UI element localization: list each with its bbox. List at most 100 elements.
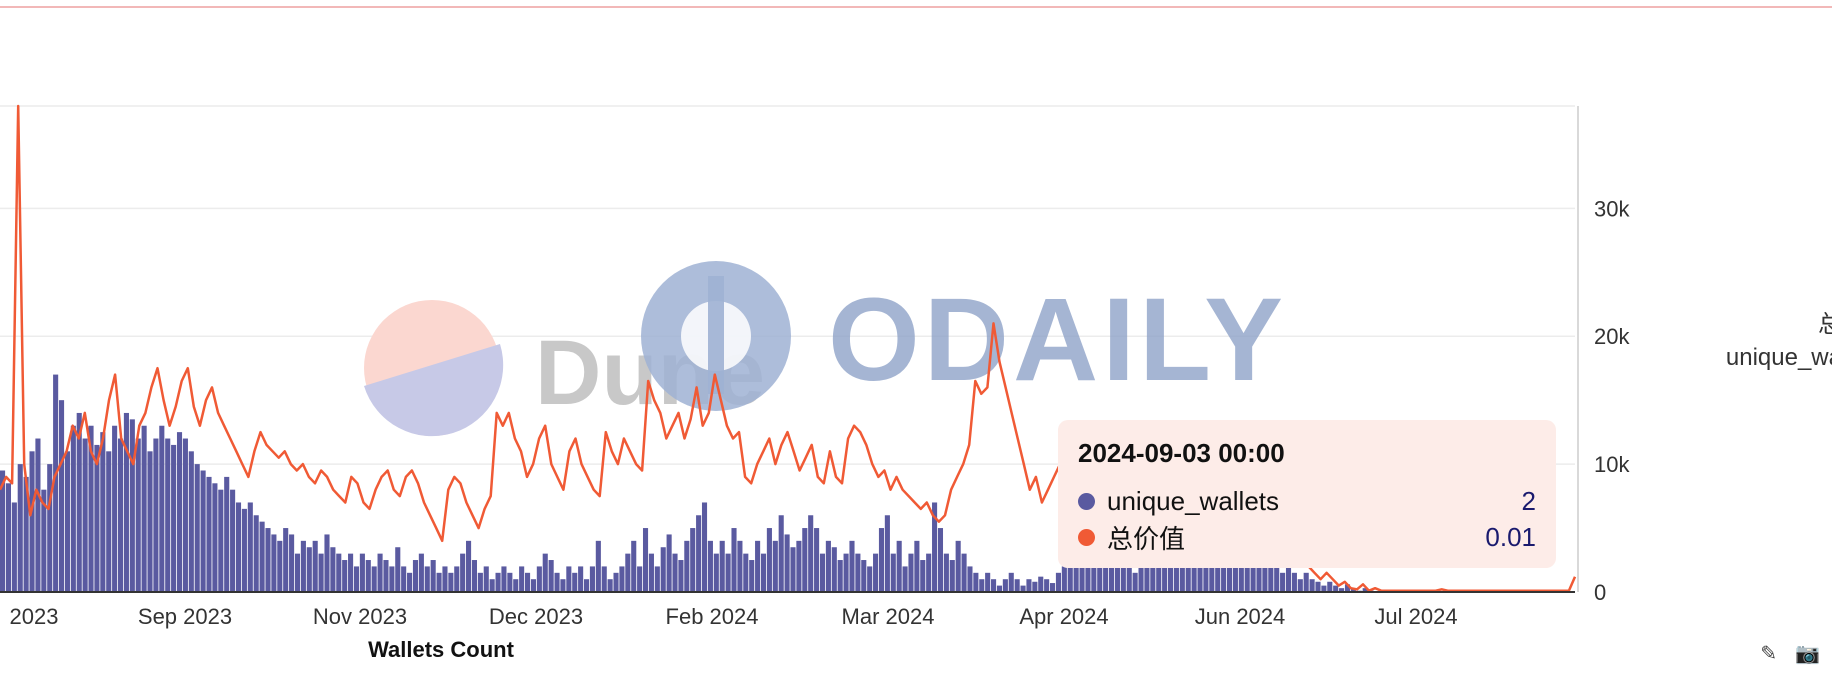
bar[interactable] xyxy=(932,502,938,592)
bar[interactable] xyxy=(979,579,985,592)
bar[interactable] xyxy=(94,444,100,592)
bar[interactable] xyxy=(389,566,395,592)
bar[interactable] xyxy=(1315,581,1321,592)
bar[interactable] xyxy=(1002,579,1008,592)
bar[interactable] xyxy=(554,572,560,592)
bar[interactable] xyxy=(778,515,784,592)
bar[interactable] xyxy=(849,540,855,592)
bar[interactable] xyxy=(1026,579,1032,592)
bar[interactable] xyxy=(477,572,483,592)
bar[interactable] xyxy=(684,540,690,592)
bar[interactable] xyxy=(831,547,837,592)
bar[interactable] xyxy=(1020,585,1026,592)
bar[interactable] xyxy=(1114,566,1120,592)
bar[interactable] xyxy=(696,515,702,592)
bar[interactable] xyxy=(1362,588,1368,592)
bar[interactable] xyxy=(536,566,542,592)
bar[interactable] xyxy=(967,566,973,592)
bar[interactable] xyxy=(342,560,348,592)
bar[interactable] xyxy=(1032,581,1038,592)
bar[interactable] xyxy=(448,572,454,592)
bar[interactable] xyxy=(82,438,88,592)
bar[interactable] xyxy=(1126,566,1132,592)
bar[interactable] xyxy=(1167,566,1174,592)
bar[interactable] xyxy=(277,540,283,592)
bar[interactable] xyxy=(855,553,861,592)
bar[interactable] xyxy=(1327,581,1333,592)
bar[interactable] xyxy=(914,540,920,592)
bar[interactable] xyxy=(495,572,501,592)
bar[interactable] xyxy=(112,425,118,592)
bar[interactable] xyxy=(760,553,767,592)
bar[interactable] xyxy=(176,432,183,592)
bar[interactable] xyxy=(1055,572,1061,592)
bar[interactable] xyxy=(1274,566,1280,592)
bar[interactable] xyxy=(985,572,991,592)
bar[interactable] xyxy=(35,438,41,592)
bar[interactable] xyxy=(861,560,867,592)
bar[interactable] xyxy=(1339,588,1345,592)
bar[interactable] xyxy=(1344,584,1351,592)
bar[interactable] xyxy=(1144,560,1150,592)
bar[interactable] xyxy=(926,553,932,592)
bar[interactable] xyxy=(483,566,489,592)
bar[interactable] xyxy=(1073,553,1079,592)
bar[interactable] xyxy=(713,553,719,592)
bar[interactable] xyxy=(589,566,595,592)
bar[interactable] xyxy=(188,451,194,592)
bar[interactable] xyxy=(1067,560,1073,592)
bar[interactable] xyxy=(937,528,944,592)
bar[interactable] xyxy=(1014,579,1020,592)
bar[interactable] xyxy=(1244,547,1250,592)
bar[interactable] xyxy=(530,579,536,592)
bar[interactable] xyxy=(884,515,890,592)
bar[interactable] xyxy=(961,553,967,592)
bar[interactable] xyxy=(1209,553,1215,592)
bar[interactable] xyxy=(129,419,135,592)
bar[interactable] xyxy=(336,553,342,592)
bar[interactable] xyxy=(135,438,141,592)
bar[interactable] xyxy=(253,515,259,592)
bar[interactable] xyxy=(507,572,513,592)
bar[interactable] xyxy=(1268,560,1274,592)
bar[interactable] xyxy=(271,534,277,592)
bar[interactable] xyxy=(289,534,295,592)
bar[interactable] xyxy=(466,540,472,592)
bar[interactable] xyxy=(212,483,218,592)
edit-icon[interactable]: ✎ xyxy=(1760,643,1778,665)
bar[interactable] xyxy=(241,508,247,592)
bar[interactable] xyxy=(890,553,896,592)
bar[interactable] xyxy=(607,579,613,592)
bar[interactable] xyxy=(525,572,531,592)
bar[interactable] xyxy=(165,438,171,592)
bar[interactable] xyxy=(58,400,65,592)
bar[interactable] xyxy=(755,540,761,592)
camera-icon[interactable]: 📷 xyxy=(1795,643,1820,665)
bar[interactable] xyxy=(100,432,106,592)
bar[interactable] xyxy=(47,464,53,592)
bar[interactable] xyxy=(731,528,737,592)
bar[interactable] xyxy=(29,451,35,592)
bar[interactable] xyxy=(436,572,442,592)
bar[interactable] xyxy=(896,540,902,592)
bar[interactable] xyxy=(631,540,637,592)
bar[interactable] xyxy=(949,560,955,592)
bar[interactable] xyxy=(1297,579,1303,592)
bar[interactable] xyxy=(247,502,253,592)
bar[interactable] xyxy=(230,489,236,592)
bar[interactable] xyxy=(1191,553,1197,592)
bar[interactable] xyxy=(1162,566,1168,592)
bar[interactable] xyxy=(690,528,696,592)
bar[interactable] xyxy=(182,438,188,592)
bar[interactable] xyxy=(1291,572,1297,592)
bar[interactable] xyxy=(312,540,318,592)
bar[interactable] xyxy=(318,553,324,592)
bar[interactable] xyxy=(365,560,371,592)
bar[interactable] xyxy=(1120,560,1126,592)
bar[interactable] xyxy=(283,528,289,592)
bar[interactable] xyxy=(796,540,802,592)
bar[interactable] xyxy=(560,579,566,592)
bar[interactable] xyxy=(501,566,507,592)
bar[interactable] xyxy=(1285,566,1292,592)
bar[interactable] xyxy=(766,528,772,592)
